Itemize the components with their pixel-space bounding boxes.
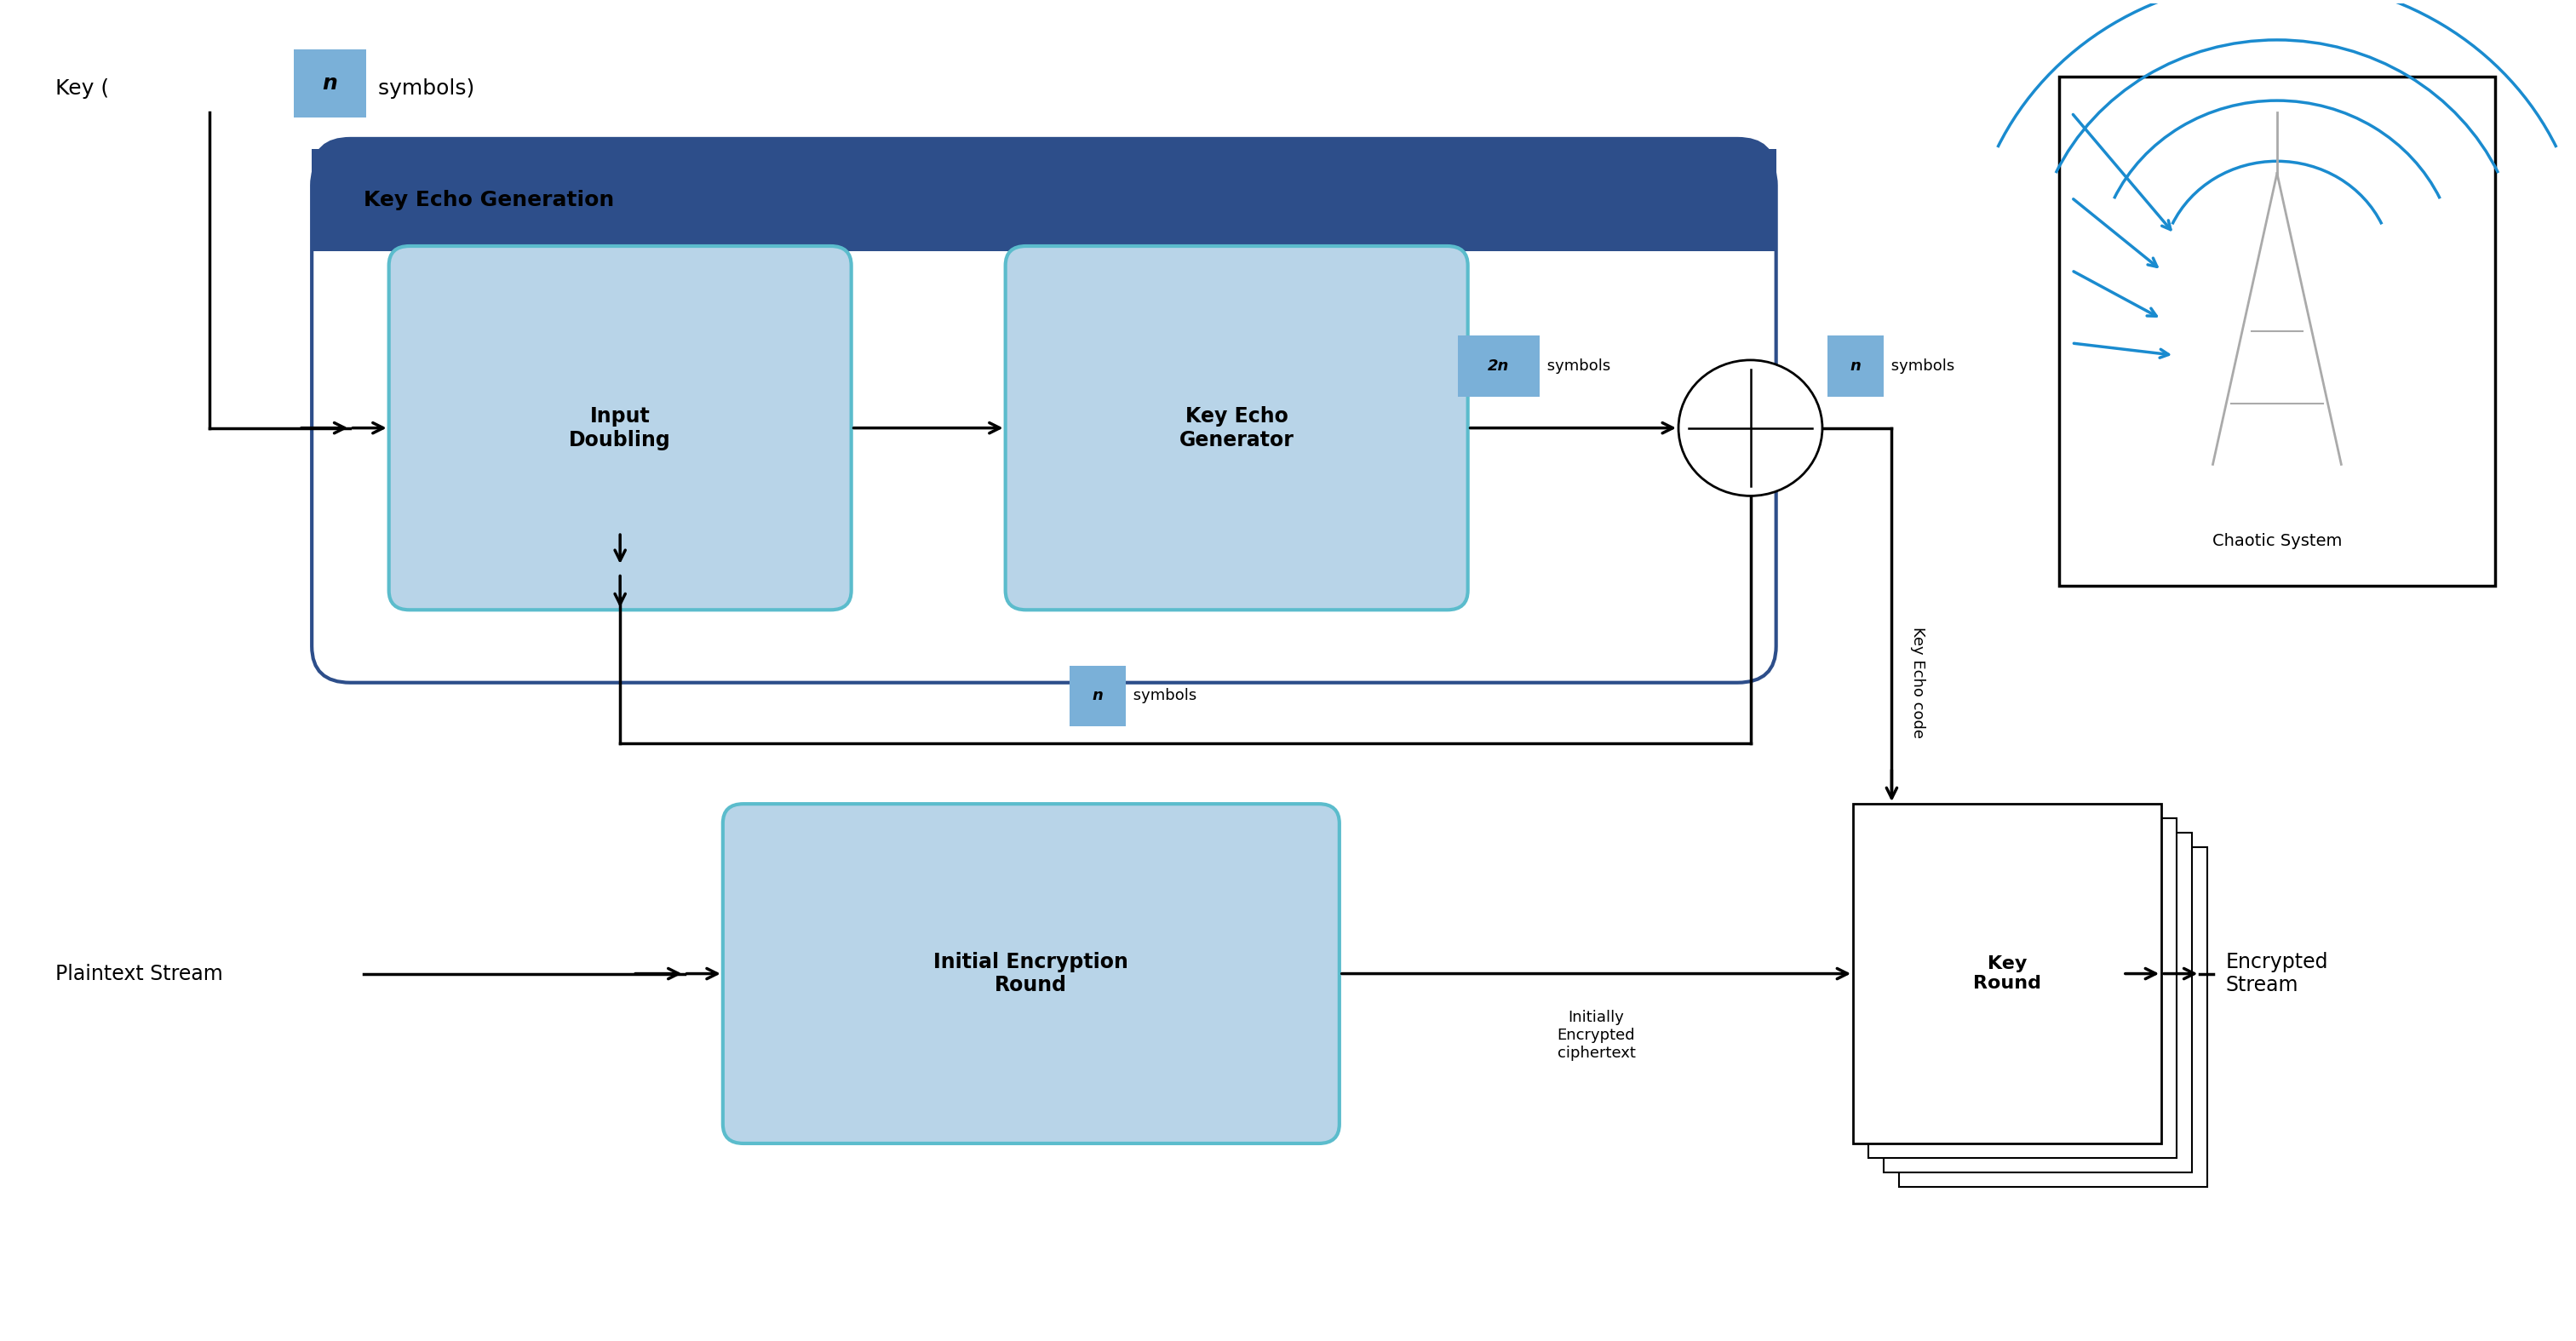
Text: symbols: symbols <box>1128 688 1198 704</box>
FancyBboxPatch shape <box>1005 247 1468 610</box>
Text: 2n: 2n <box>1489 358 1510 374</box>
Text: symbols: symbols <box>1886 358 1955 374</box>
Text: Key
Round: Key Round <box>1973 955 2040 992</box>
Text: Key Echo
Generator: Key Echo Generator <box>1180 406 1293 451</box>
Circle shape <box>1680 361 1821 496</box>
Text: symbols: symbols <box>1543 358 1610 374</box>
Text: Initially
Encrypted
ciphertext: Initially Encrypted ciphertext <box>1556 1010 1636 1061</box>
Bar <box>1868 818 2177 1159</box>
Bar <box>294 50 366 118</box>
Text: Input
Doubling: Input Doubling <box>569 406 672 451</box>
Text: n: n <box>1850 358 1862 374</box>
Text: Initial Encryption
Round: Initial Encryption Round <box>933 952 1128 996</box>
Text: n: n <box>322 74 337 94</box>
Bar <box>1458 335 1540 397</box>
Text: Key Echo Generation: Key Echo Generation <box>363 190 613 211</box>
Bar <box>2058 76 2496 586</box>
Text: Plaintext Stream: Plaintext Stream <box>54 963 222 984</box>
FancyBboxPatch shape <box>312 149 1775 683</box>
FancyBboxPatch shape <box>389 247 850 610</box>
FancyBboxPatch shape <box>724 803 1340 1144</box>
Text: symbols): symbols) <box>371 78 474 99</box>
Bar <box>1826 335 1883 397</box>
FancyBboxPatch shape <box>312 137 1775 251</box>
Bar <box>1883 833 2192 1172</box>
Bar <box>312 149 1775 251</box>
Text: Key Echo code: Key Echo code <box>1909 626 1924 739</box>
Bar <box>314 190 1772 251</box>
Text: Key (: Key ( <box>54 78 108 99</box>
Bar <box>1899 848 2208 1187</box>
Text: n: n <box>1092 688 1103 704</box>
Bar <box>1069 665 1126 727</box>
Text: Chaotic System: Chaotic System <box>2213 534 2342 550</box>
Bar <box>1852 803 2161 1144</box>
Text: Encrypted
Stream: Encrypted Stream <box>2226 952 2329 996</box>
